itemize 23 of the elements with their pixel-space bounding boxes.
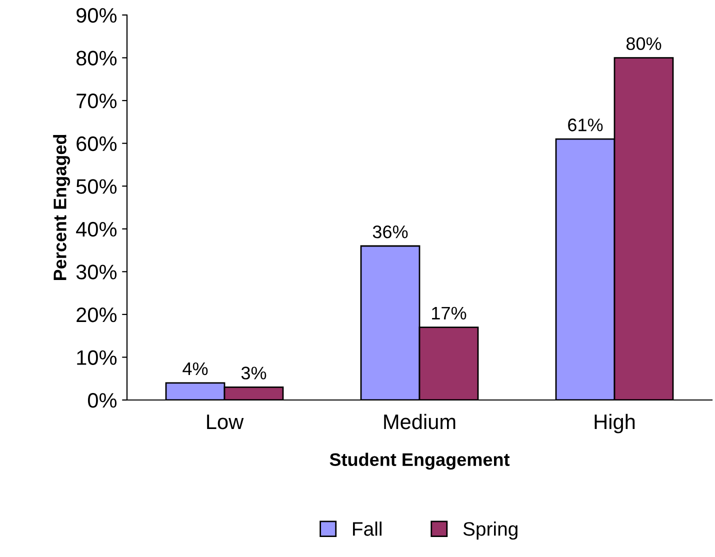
x-tick-label: Low <box>207 414 244 430</box>
data-label: 3% <box>241 366 266 380</box>
data-label: 61% <box>568 118 603 132</box>
x-tick-label: Medium <box>384 414 456 430</box>
data-label: 4% <box>182 362 208 376</box>
y-tick-label: 0% <box>88 393 117 408</box>
legend-label: Fall <box>353 522 382 536</box>
y-tick-label: 90% <box>76 8 117 23</box>
y-tick-label: 80% <box>76 50 117 66</box>
data-label: 36% <box>372 225 408 238</box>
data-label: 80% <box>626 37 662 50</box>
y-tick-label: 20% <box>76 307 117 322</box>
x-axis-title: Student Engagement <box>330 452 510 470</box>
y-tick-label: 30% <box>76 264 117 280</box>
y-tick-label: 50% <box>76 179 117 194</box>
data-label: 17% <box>432 306 466 320</box>
y-tick-label: 40% <box>76 222 117 237</box>
y-axis-title: Percent Engaged <box>53 134 70 280</box>
legend-label: Spring <box>463 522 518 540</box>
x-tick-label: High <box>594 414 635 434</box>
y-tick-label: 70% <box>76 94 117 108</box>
y-tick-label: 10% <box>77 350 117 365</box>
y-tick-label: 60% <box>76 136 117 152</box>
